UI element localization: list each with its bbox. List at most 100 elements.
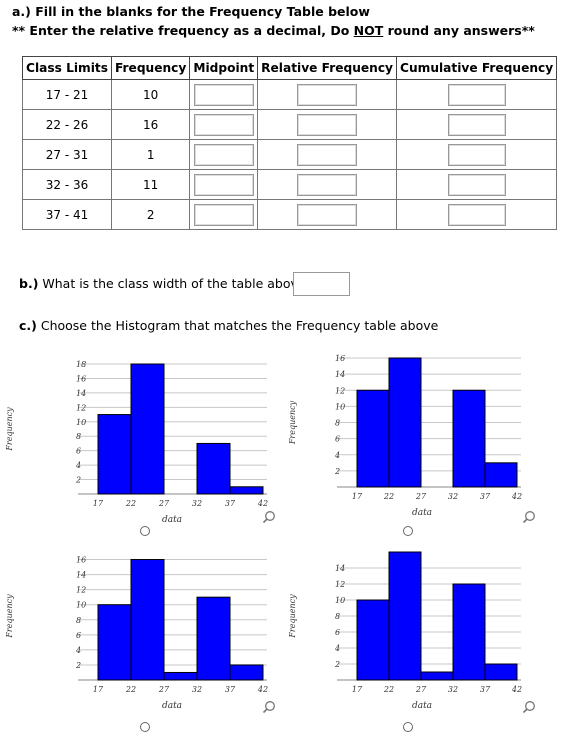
y-tick-label: 8	[76, 616, 81, 625]
x-tick-label: 17	[93, 499, 104, 508]
option-4-radio[interactable]	[403, 722, 413, 732]
midpoint-cell	[189, 79, 259, 110]
histogram-bar	[196, 596, 231, 681]
y-axis-label: Frequency	[5, 594, 14, 639]
relative-frequency-cell	[257, 79, 397, 110]
x-tick-label: 42	[511, 685, 522, 694]
histogram-bar	[196, 442, 231, 495]
midpoint-input[interactable]	[193, 143, 254, 166]
note-prefix: ** Enter the relative frequency as a dec…	[12, 23, 354, 38]
y-tick-label: 6	[335, 435, 340, 444]
class-limits-cell: 27 - 31	[22, 139, 112, 170]
part-c-question-text: Choose the Histogram that matches the Fr…	[36, 318, 439, 333]
histogram-bar	[484, 462, 518, 488]
header-midpoint: Midpoint	[189, 56, 259, 80]
class-width-input[interactable]	[293, 272, 350, 296]
class-limits-cell: 17 - 21	[22, 79, 112, 110]
x-tick-label: 17	[93, 685, 104, 694]
y-tick-label: 18	[76, 360, 86, 369]
x-tick-label: 32	[192, 499, 202, 508]
class-limits-cell: 37 - 41	[22, 199, 112, 230]
option-1-radio[interactable]	[140, 526, 150, 536]
histogram-bar	[388, 357, 422, 488]
y-axis-label: Frequency	[288, 400, 297, 445]
relative-frequency-cell	[257, 139, 397, 170]
x-axis-label: data	[162, 701, 182, 711]
relative-frequency-input[interactable]	[297, 113, 358, 136]
relative-frequency-input[interactable]	[297, 203, 358, 226]
frequency-cell: 2	[110, 199, 191, 230]
x-tick-label: 32	[192, 685, 202, 694]
cumulative-frequency-input[interactable]	[447, 173, 506, 196]
histogram-bar	[229, 664, 264, 681]
y-tick-label: 10	[76, 418, 86, 427]
y-tick-label: 4	[75, 461, 81, 470]
y-tick-label: 2	[75, 661, 81, 670]
x-tick-label: 27	[415, 492, 427, 501]
y-tick-label: 12	[76, 586, 86, 595]
y-tick-label: 14	[76, 571, 86, 580]
table-row: 32 - 36 11	[22, 169, 558, 200]
histogram-option-2: 2 4 6 8 10 12 14 16 17 22 27 32 37 42 data Frequency	[288, 354, 522, 518]
cumulative-frequency-input[interactable]	[447, 203, 506, 226]
cumulative-frequency-input[interactable]	[447, 113, 506, 136]
y-tick-label: 12	[335, 580, 345, 589]
y-tick-label: 14	[335, 370, 345, 379]
header-relative-frequency: Relative Frequency	[257, 56, 397, 80]
relative-frequency-cell	[257, 199, 397, 230]
x-tick-label: 17	[352, 492, 363, 501]
histogram-option-1: 2 4 6 8 10 12 14 16 18 17 22 27 32 37 42 data Frequency	[5, 360, 268, 525]
cumulative-frequency-input[interactable]	[447, 143, 506, 166]
midpoint-input[interactable]	[193, 203, 254, 226]
y-tick-label: 12	[76, 403, 86, 412]
histogram-bar	[97, 604, 132, 681]
option-3-radio[interactable]	[140, 722, 150, 732]
x-axis-label: data	[412, 701, 432, 711]
option-2-radio[interactable]	[403, 526, 413, 536]
x-tick-label: 37	[225, 685, 236, 694]
y-tick-label: 2	[334, 467, 340, 476]
table-row: 22 - 26 16	[22, 109, 558, 140]
part-a-instruction: a.) Fill in the blanks for the Frequency…	[12, 4, 370, 19]
y-tick-label: 16	[76, 374, 86, 383]
y-tick-label: 4	[334, 644, 340, 653]
histogram-bar	[130, 363, 165, 495]
x-tick-label: 27	[158, 685, 170, 694]
x-tick-label: 22	[383, 685, 394, 694]
y-tick-label: 14	[76, 389, 86, 398]
header-frequency: Frequency	[110, 56, 191, 80]
cumulative-frequency-input[interactable]	[447, 83, 506, 106]
histogram-bar	[97, 414, 132, 495]
table-row: 27 - 31 1	[22, 139, 558, 170]
midpoint-input[interactable]	[193, 83, 254, 106]
magnify-icon[interactable]	[522, 700, 536, 714]
histogram-option-4: 2 4 6 8 10 12 14 17 22 27 32 37 42 data Frequency	[288, 551, 522, 711]
y-tick-label: 8	[76, 432, 81, 441]
y-tick-label: 8	[335, 612, 340, 621]
x-tick-label: 27	[415, 685, 427, 694]
histogram-bar	[484, 663, 518, 681]
y-tick-label: 8	[335, 419, 340, 428]
x-axis-label: data	[162, 515, 182, 525]
relative-frequency-input[interactable]	[297, 173, 358, 196]
x-tick-label: 42	[257, 499, 268, 508]
midpoint-cell	[189, 169, 259, 200]
y-tick-label: 12	[335, 386, 345, 395]
x-tick-label: 17	[352, 685, 363, 694]
class-limits-cell: 22 - 26	[22, 109, 112, 140]
cumulative-frequency-cell	[395, 79, 558, 110]
magnify-icon[interactable]	[522, 510, 536, 524]
midpoint-input[interactable]	[193, 113, 254, 136]
x-tick-label: 22	[125, 685, 136, 694]
cumulative-frequency-cell	[395, 199, 558, 230]
relative-frequency-input[interactable]	[297, 143, 358, 166]
midpoint-input[interactable]	[193, 173, 254, 196]
relative-frequency-cell	[257, 169, 397, 200]
x-tick-label: 22	[383, 492, 394, 501]
y-tick-label: 10	[335, 402, 345, 411]
magnify-icon[interactable]	[262, 510, 276, 524]
frequency-cell: 1	[110, 139, 191, 170]
relative-frequency-input[interactable]	[297, 83, 358, 106]
magnify-icon[interactable]	[262, 700, 276, 714]
y-tick-label: 6	[76, 447, 81, 456]
